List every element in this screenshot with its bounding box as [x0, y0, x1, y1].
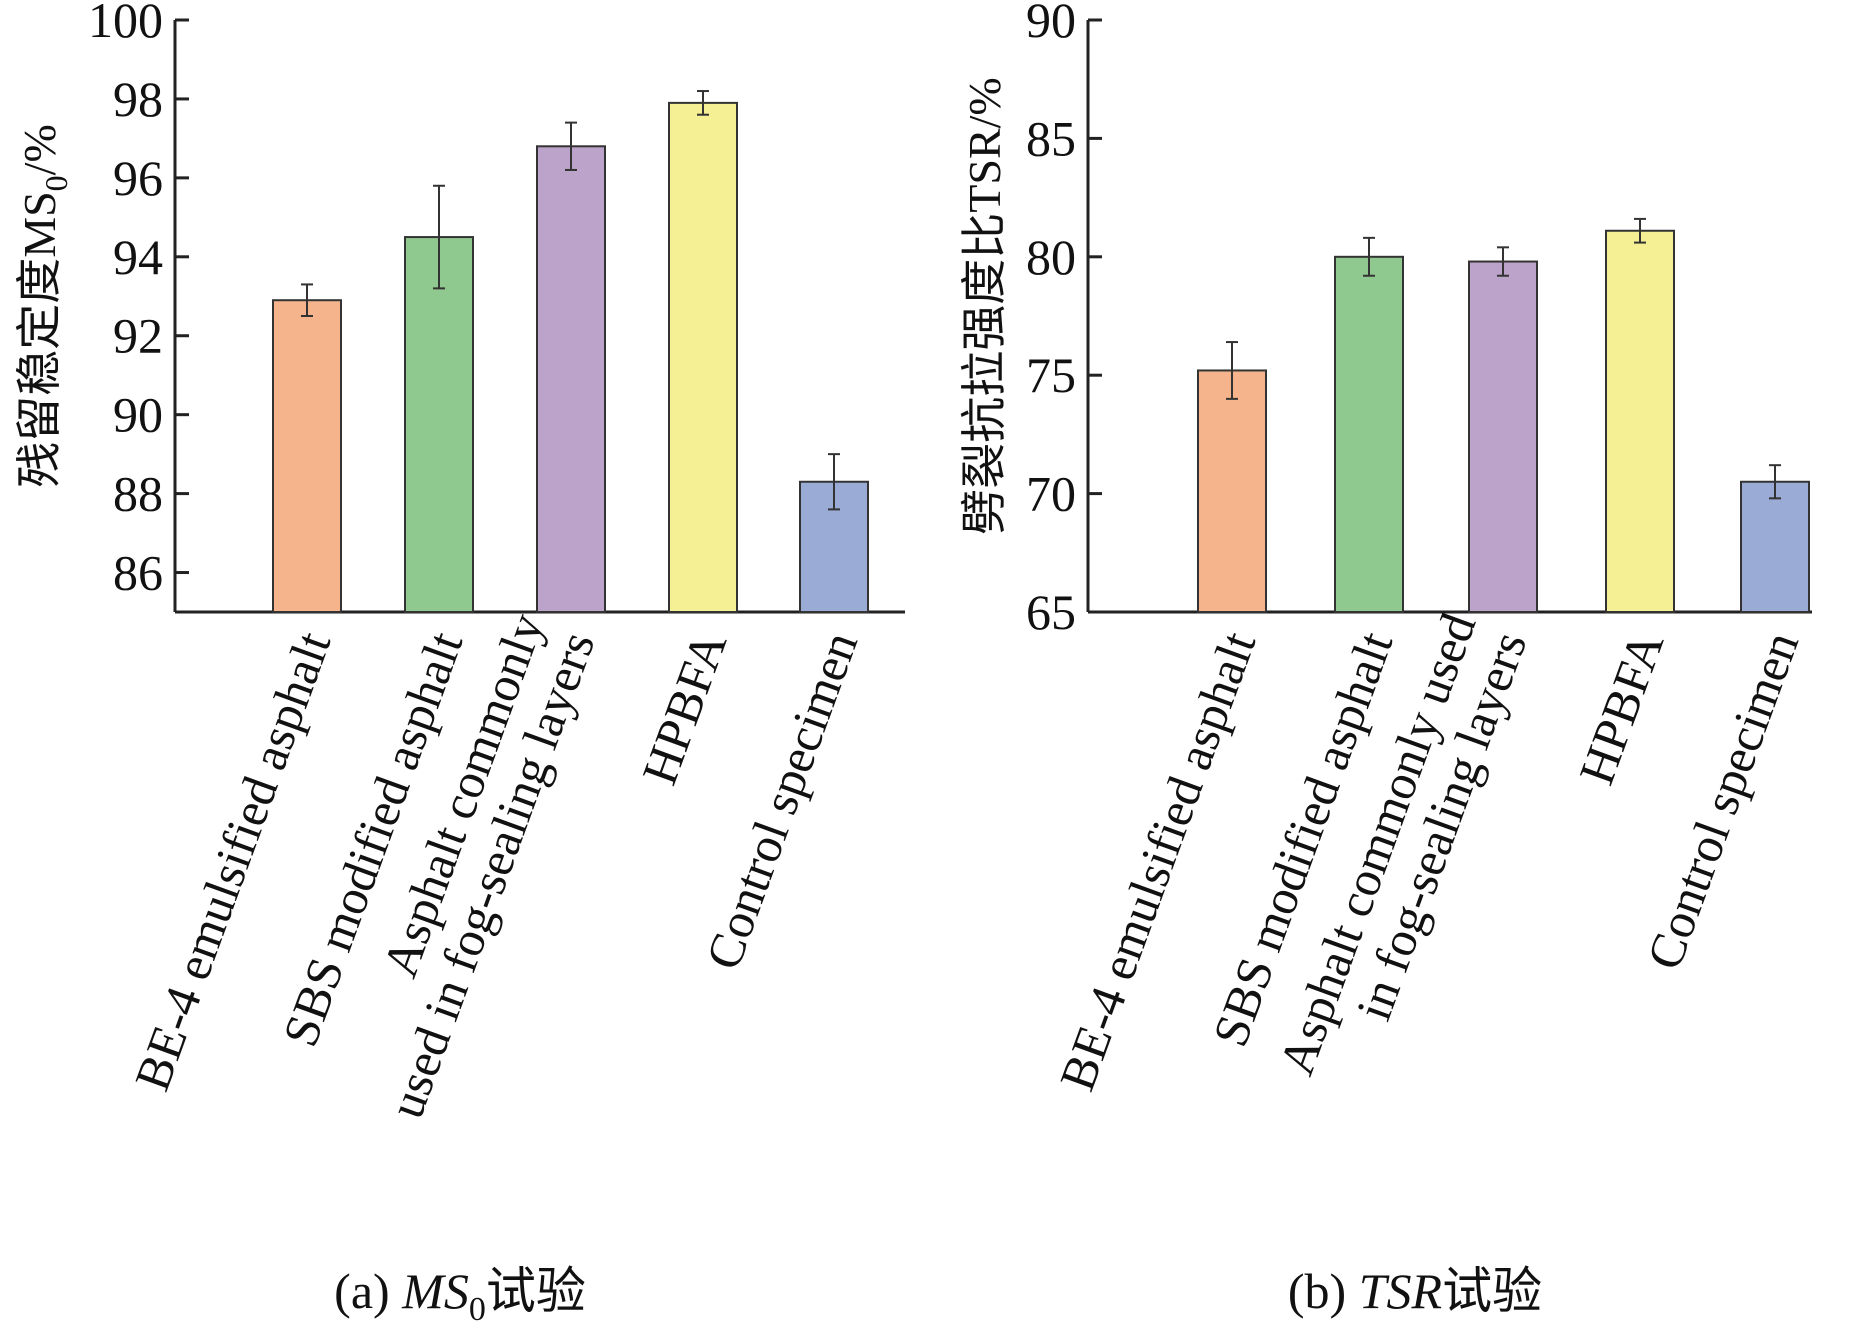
y-axis-title: 残留稳定度MS0/%	[14, 124, 74, 488]
y-axis-title-subscript: 0	[38, 175, 74, 191]
y-tick-label: 88	[113, 466, 163, 522]
y-tick-label: 98	[113, 71, 163, 127]
bar-3	[1468, 260, 1538, 613]
caption-subscript: 0	[469, 1291, 486, 1328]
caption-suffix: 试验	[486, 1263, 586, 1319]
bar-1	[272, 299, 342, 613]
bar-1	[1197, 369, 1267, 613]
caption-italic: MS	[401, 1263, 469, 1319]
bar-2	[1334, 255, 1404, 613]
y-tick-label: 96	[113, 150, 163, 206]
caption-b: (b) TSR试验	[1288, 1263, 1542, 1319]
y-tick-label: 85	[1026, 110, 1076, 166]
bar-4	[1605, 229, 1675, 613]
caption-prefix: (a)	[334, 1263, 402, 1319]
y-tick-label: 92	[113, 308, 163, 364]
x-category-label-line: HPBFA	[1568, 624, 1674, 791]
y-tick-label: 75	[1026, 347, 1076, 403]
caption-a: (a) MS0试验	[334, 1263, 586, 1328]
y-axis-title: 劈裂抗拉强度比TSR/%	[959, 77, 1010, 534]
y-tick-label: 90	[113, 387, 163, 443]
bar-5	[1740, 480, 1810, 614]
y-tick-label: 86	[113, 545, 163, 601]
y-axis-title-text: 劈裂抗拉强度比TSR/%	[959, 77, 1010, 534]
bar-3	[536, 145, 606, 613]
x-category-label: HPBFA	[1568, 624, 1674, 791]
y-tick-label: 70	[1026, 466, 1076, 522]
y-tick-label: 94	[113, 229, 163, 285]
y-tick-label: 80	[1026, 229, 1076, 285]
caption-prefix: (b)	[1288, 1263, 1359, 1319]
y-tick-label: 65	[1026, 584, 1076, 640]
y-axis-title-text: 残留稳定度MS	[14, 191, 65, 487]
bar-2	[404, 236, 474, 613]
caption-suffix: 试验	[1442, 1263, 1542, 1319]
x-category-label-line: HPBFA	[631, 624, 737, 791]
y-tick-label: 90	[1026, 0, 1076, 48]
y-tick-label: 100	[88, 0, 163, 48]
bar-4	[668, 101, 738, 613]
y-axis-title-unit: /%	[14, 124, 65, 175]
caption-italic: TSR	[1359, 1263, 1442, 1319]
x-category-label: HPBFA	[631, 624, 737, 791]
